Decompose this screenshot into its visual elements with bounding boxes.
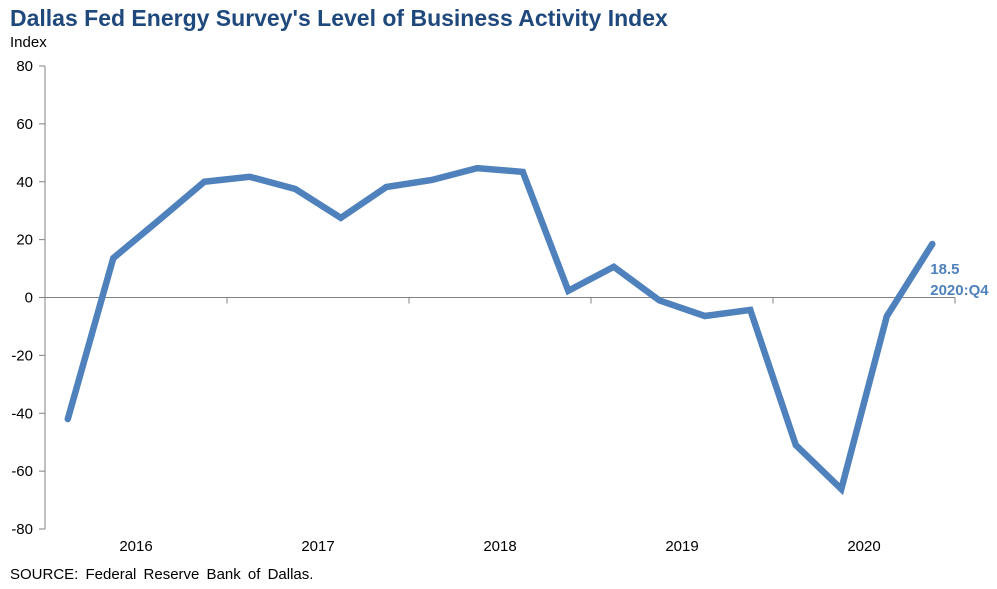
series-line	[64, 164, 936, 496]
x-tick-label: 2016	[119, 538, 152, 555]
y-tick-label: 80	[16, 58, 33, 75]
y-tick-labels: 80 60 40 20 0 -20 -40 -60 -80	[11, 58, 33, 538]
x-tick-label: 2020	[847, 538, 880, 555]
series-group	[64, 164, 936, 496]
x-tick-label: 2019	[665, 538, 698, 555]
chart-title: Dallas Fed Energy Survey's Level of Busi…	[10, 5, 668, 31]
axes	[39, 65, 956, 530]
y-tick-label: -20	[11, 347, 33, 364]
y-tick-label: -80	[11, 521, 33, 538]
x-tick-label: 2018	[483, 538, 516, 555]
y-tick-label: 60	[16, 116, 33, 133]
y-tick-label: 20	[16, 232, 33, 249]
x-tick-labels: 2016 2017 2018 2019 2020	[119, 538, 880, 555]
x-tick-label: 2017	[301, 538, 334, 555]
y-axis-unit-label: Index	[10, 34, 47, 51]
annotation-group: 18.5 2020:Q4	[930, 261, 989, 299]
y-tick-label: 0	[25, 290, 33, 307]
y-tick-label: 40	[16, 174, 33, 191]
annotation-period: 2020:Q4	[930, 282, 989, 299]
y-tick-label: -60	[11, 463, 33, 480]
annotation-value: 18.5	[930, 261, 959, 278]
y-tick-label: -40	[11, 405, 33, 422]
source-note: SOURCE: Federal Reserve Bank of Dallas.	[10, 566, 314, 583]
